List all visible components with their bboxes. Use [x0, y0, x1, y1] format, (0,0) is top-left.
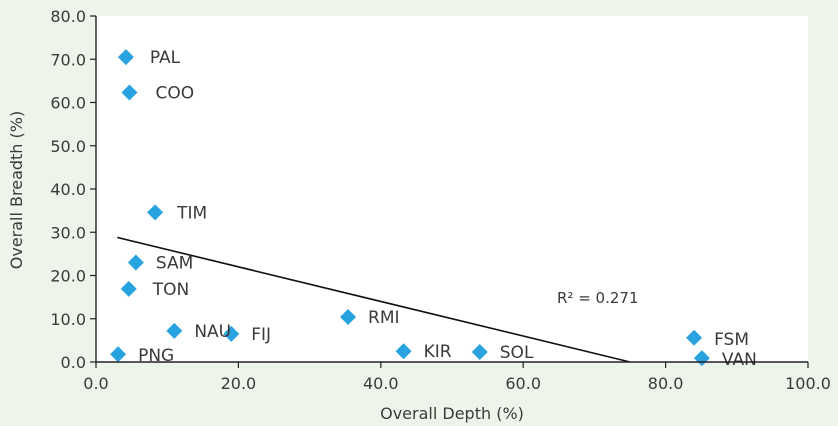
point-label-sol: SOL — [500, 343, 534, 363]
scatter-point-png — [110, 346, 127, 363]
x-tick-label: 100.0 — [785, 374, 831, 393]
point-label-fij: FIJ — [251, 325, 271, 345]
x-tick-label: 40.0 — [363, 374, 399, 393]
y-tick-label: 50.0 — [50, 137, 86, 156]
point-label-sam: SAM — [156, 254, 193, 274]
scatter-point-pal — [117, 49, 134, 66]
y-axis-label: Overall Breadth (%) — [7, 111, 26, 269]
scatter-point-fij — [223, 325, 240, 342]
point-label-tim: TIM — [176, 203, 207, 223]
scatter-point-tim — [147, 204, 164, 221]
point-label-kir: KIR — [424, 342, 452, 362]
point-label-pal: PAL — [150, 48, 181, 68]
point-label-coo: COO — [155, 84, 194, 104]
x-tick-label: 80.0 — [648, 374, 684, 393]
y-tick-label: 30.0 — [50, 223, 86, 242]
point-label-rmi: RMI — [368, 308, 400, 328]
y-tick-label: 40.0 — [50, 180, 86, 199]
point-label-fsm: FSM — [714, 330, 749, 350]
scatter-point-fsm — [686, 329, 703, 346]
x-axis-label: Overall Depth (%) — [380, 404, 524, 423]
point-label-van: VAN — [722, 350, 757, 370]
point-label-ton: TON — [152, 280, 189, 300]
y-tick-label: 0.0 — [61, 353, 86, 372]
x-tick-label: 60.0 — [505, 374, 541, 393]
trendline — [117, 236, 631, 363]
y-tick-label: 60.0 — [50, 94, 86, 113]
plot-area — [96, 16, 808, 362]
scatter-point-sam — [127, 254, 144, 271]
x-tick-label: 20.0 — [221, 374, 257, 393]
y-tick-label: 20.0 — [50, 267, 86, 286]
scatter-point-coo — [121, 84, 138, 101]
tick-layer: 0.0 10.0 20.0 30.0 40.0 50.0 60.0 70.0 80.0 0.0 20… — [50, 7, 831, 393]
point-label-png: PNG — [138, 346, 174, 366]
y-tick-label: 10.0 — [50, 310, 86, 329]
r-squared-annotation: R² = 0.271 — [557, 289, 638, 307]
y-tick-label: 70.0 — [50, 50, 86, 69]
scatter-point-sol — [471, 344, 488, 361]
scatter-point-ton — [120, 280, 137, 297]
x-tick-label: 0.0 — [83, 374, 108, 393]
scatter-point-nau — [166, 322, 183, 339]
point-label-nau: NAU — [194, 322, 231, 342]
scatter-point-rmi — [340, 309, 357, 326]
y-tick-label: 80.0 — [50, 7, 86, 26]
scatter-point-kir — [395, 343, 412, 360]
